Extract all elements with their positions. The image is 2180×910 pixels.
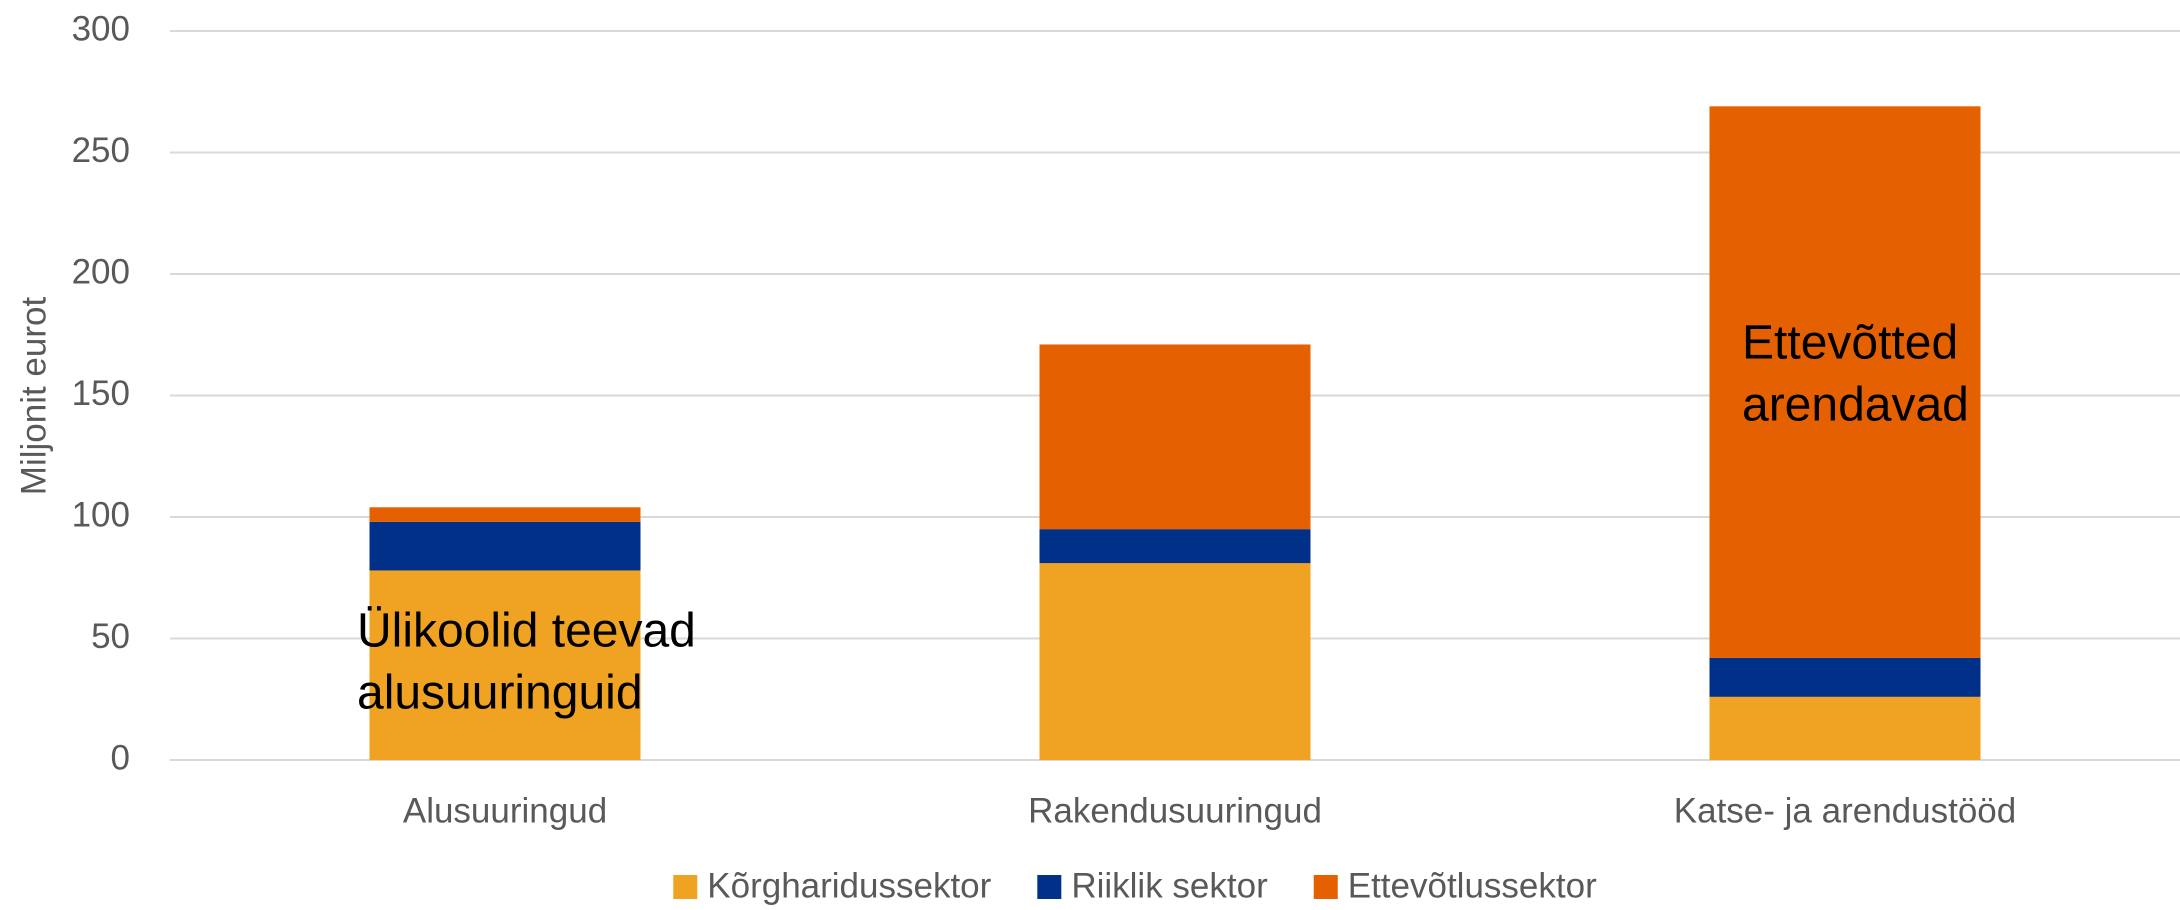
legend-swatch: [1313, 875, 1338, 899]
bar-segment: [369, 521, 641, 571]
legend-label: Riiklik sektor: [1071, 866, 1268, 905]
y-tick-label: 300: [72, 9, 130, 48]
bar-segment: [1039, 529, 1311, 564]
annotation: Ettevõtted: [1742, 317, 1958, 370]
legend-swatch: [1037, 875, 1062, 899]
x-tick-label: Katse- ja arendustööd: [1674, 791, 2016, 830]
legend-swatch: [673, 875, 698, 899]
legend-label: Kõrgharidussektor: [707, 866, 991, 905]
y-tick-label: 0: [111, 738, 130, 777]
x-tick-label: Rakendusuuringud: [1028, 791, 1322, 830]
bar-segment: [1709, 106, 1981, 658]
bar-segment: [1039, 344, 1311, 530]
y-tick-label: 150: [72, 374, 130, 413]
annotation: Ülikoolid teevad: [357, 605, 696, 658]
bar-segment: [1039, 563, 1311, 760]
x-tick-label: Alusuuringud: [403, 791, 607, 830]
y-tick-label: 250: [72, 131, 130, 170]
annotation: arendavad: [1742, 379, 1969, 432]
legend-label: Ettevõtlussektor: [1348, 866, 1597, 905]
y-tick-label: 200: [72, 252, 130, 291]
y-tick-label: 50: [91, 617, 130, 656]
bar-segment: [1709, 657, 1981, 697]
bar-segment: [1709, 696, 1981, 760]
bar-segment: [369, 507, 641, 522]
y-tick-label: 100: [72, 495, 130, 534]
bar-segment: [369, 570, 641, 760]
annotation: alusuuringuid: [357, 667, 643, 720]
y-axis-title: Miljonit eurot: [14, 297, 53, 496]
